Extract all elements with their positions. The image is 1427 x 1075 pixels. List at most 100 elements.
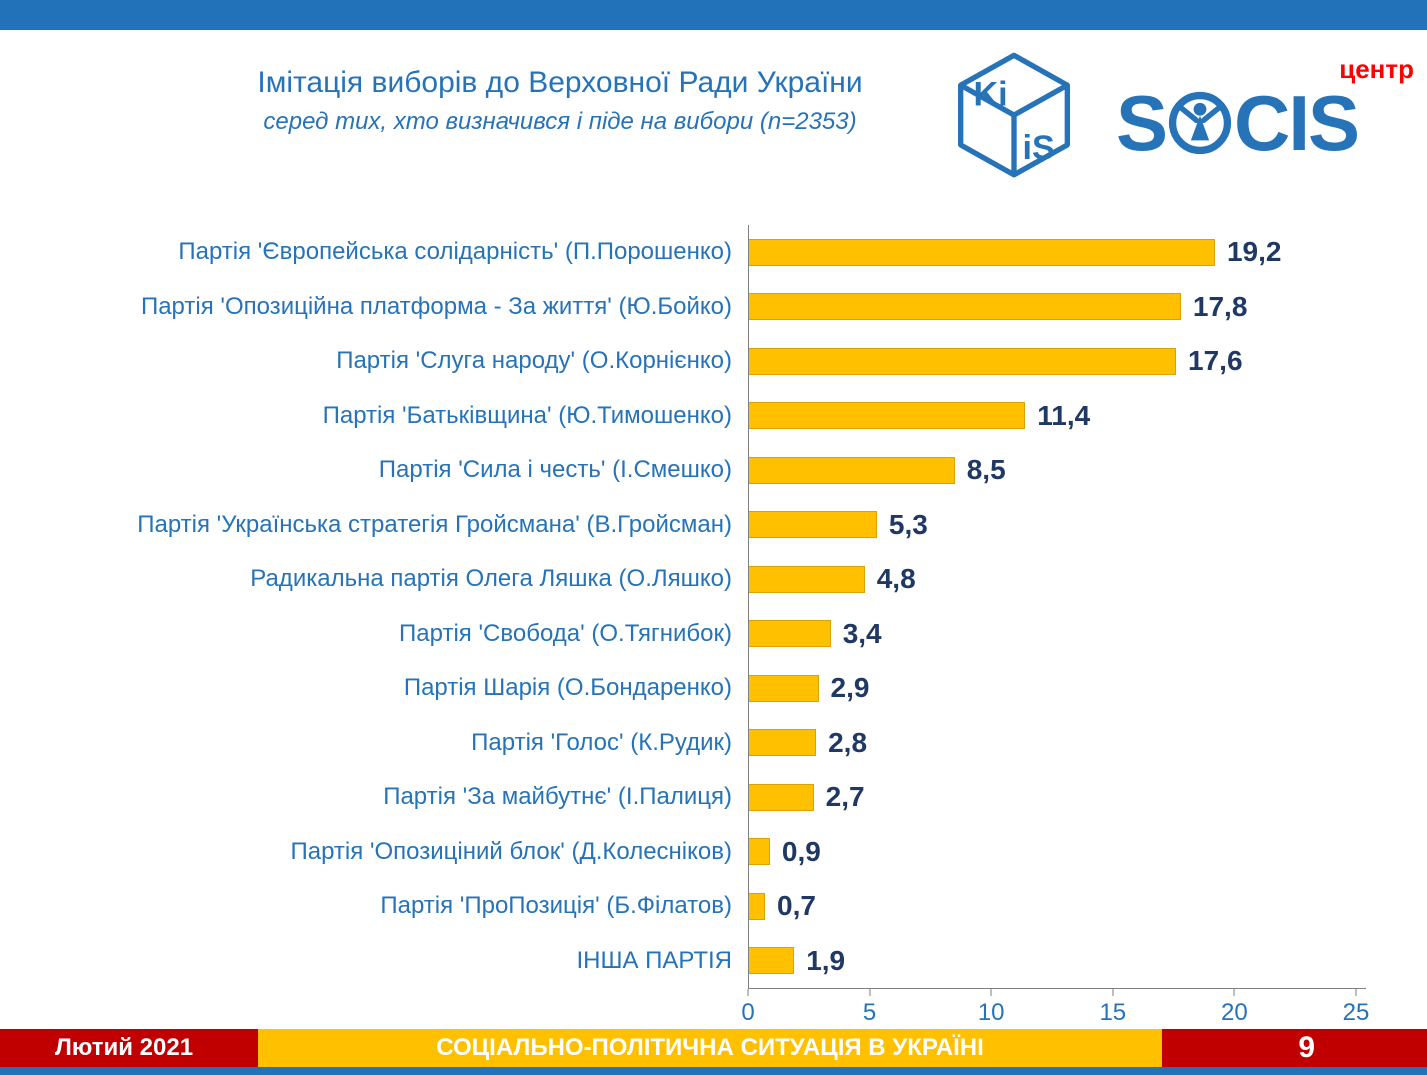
bar-track: 11,4 — [748, 400, 1356, 432]
value-label: 17,6 — [1188, 345, 1243, 377]
chart-row: Партія 'ПроПозиція' (Б.Філатов) 0,7 — [30, 879, 1397, 934]
chart-row: Партія 'Свобода' (О.Тягнибок) 3,4 — [30, 607, 1397, 662]
person-icon — [1168, 91, 1232, 155]
x-tick-mark — [990, 989, 992, 996]
bar-track: 0,7 — [748, 890, 1356, 922]
page-subtitle: серед тих, хто визначився і піде на вибо… — [263, 108, 857, 135]
chart-row: Партія 'Українська стратегія Гройсмана' … — [30, 498, 1397, 553]
kiis-cube-icon: Ki iS — [958, 52, 1070, 178]
chart-row: Радикальна партія Олега Ляшка (О.Ляшко) 4… — [30, 552, 1397, 607]
x-tick-mark — [747, 989, 749, 996]
value-label: 19,2 — [1226, 236, 1282, 268]
chart-row: ІНША ПАРТІЯ 1,9 — [30, 934, 1397, 989]
kiis-front-text: iS — [1023, 129, 1055, 167]
chart-row: Партія Шарія (О.Бондаренко) 2,9 — [30, 661, 1397, 716]
bar — [748, 892, 766, 920]
bar-track: 0,9 — [748, 836, 1356, 868]
x-tick-label: 5 — [862, 999, 877, 1026]
value-label: 17,8 — [1192, 290, 1248, 322]
chart-row: Партія 'Голос' (К.Рудик) 2,8 — [30, 716, 1397, 771]
category-label: Партія 'Голос' (К.Рудик) — [471, 728, 732, 756]
chart-row: Партія 'Сила і честь' (І.Смешко) 8,5 — [30, 443, 1397, 498]
bar-track: 5,3 — [748, 509, 1356, 541]
socis-letter-s: S — [1116, 79, 1168, 167]
chart-rows: Партія 'Європейська солідарність' (П.Пор… — [30, 225, 1397, 988]
bar-track: 1,9 — [748, 945, 1356, 977]
x-tick-mark — [869, 989, 871, 996]
value-label: 2,8 — [828, 726, 868, 758]
bar — [748, 783, 814, 811]
chart-header: Імітація виборів до Верховної Ради Украї… — [150, 66, 970, 136]
bar — [748, 947, 795, 975]
footer-title: СОЦІАЛЬНО-ПОЛІТИЧНА СИТУАЦІЯ В УКРАЇНІ — [436, 1034, 984, 1061]
value-label: 0,9 — [781, 835, 821, 867]
chart-row: Партія 'Опозиціний блок' (Д.Колесніков) 0… — [30, 825, 1397, 880]
category-label: Партія 'Батьківщина' (Ю.Тимошенко) — [322, 401, 732, 429]
value-label: 0,7 — [777, 890, 816, 922]
x-tick-label: 15 — [1099, 999, 1127, 1026]
category-label: Партія 'Європейська солідарність' (П.Пор… — [178, 238, 732, 266]
category-label: Партія 'ПроПозиція' (Б.Філатов) — [380, 892, 732, 920]
top-accent-bar — [0, 0, 1427, 30]
socis-centre-label: центр — [1339, 54, 1414, 84]
bar — [748, 511, 877, 539]
chart-row: Партія 'За майбутнє' (І.Палиця) 2,7 — [30, 770, 1397, 825]
footer-bar: Лютий 2021 СОЦІАЛЬНО-ПОЛІТИЧНА СИТУАЦІЯ … — [0, 1029, 1427, 1067]
bar-track: 17,6 — [748, 345, 1356, 377]
category-label: ІНША ПАРТІЯ — [576, 946, 732, 974]
value-label: 2,9 — [830, 672, 870, 704]
bar — [748, 347, 1177, 375]
chart-row: Партія 'Батьківщина' (Ю.Тимошенко) 11,4 — [30, 389, 1397, 444]
bar — [748, 456, 955, 484]
category-label: Партія 'Свобода' (О.Тягнибок) — [399, 619, 732, 647]
category-label: Партія 'Опозиціний блок' (Д.Колесніков) — [290, 837, 732, 865]
bar-track: 2,7 — [748, 781, 1356, 813]
bar-track: 19,2 — [748, 236, 1356, 268]
bar — [748, 293, 1181, 321]
bar-track: 17,8 — [748, 291, 1356, 323]
bar — [748, 620, 831, 648]
x-tick-mark — [1233, 989, 1235, 996]
bar — [748, 238, 1215, 266]
category-label: Партія 'Сила і честь' (І.Смешко) — [378, 456, 732, 484]
category-label: Партія 'Слуга народу' (О.Корнієнко) — [336, 347, 732, 375]
bar-chart: Партія 'Європейська солідарність' (П.Пор… — [30, 225, 1397, 1035]
category-label: Партія 'За майбутнє' (І.Палиця) — [383, 783, 732, 811]
x-tick-mark — [1112, 989, 1114, 996]
footer-title-band: СОЦІАЛЬНО-ПОЛІТИЧНА СИТУАЦІЯ В УКРАЇНІ — [258, 1029, 1162, 1067]
kiis-top-text: Ki — [973, 75, 1007, 113]
value-label: 2,7 — [825, 781, 865, 813]
value-label: 3,4 — [842, 617, 882, 649]
bar-track: 2,8 — [748, 727, 1356, 759]
value-label: 5,3 — [888, 508, 928, 540]
value-label: 8,5 — [966, 454, 1006, 486]
bar — [748, 565, 865, 593]
value-label: 1,9 — [806, 944, 846, 976]
page-number: 9 — [1298, 1031, 1315, 1064]
x-axis-ticks: 0 5 10 15 20 25 — [741, 989, 1369, 1031]
x-tick-label: 0 — [741, 999, 755, 1026]
page-title: Імітація виборів до Верховної Ради Украї… — [257, 66, 863, 99]
category-label: Партія Шарія (О.Бондаренко) — [403, 674, 732, 702]
socis-letters-cis: CIS — [1234, 79, 1360, 167]
bar-track: 3,4 — [748, 618, 1356, 650]
kiis-logo: Ki iS — [950, 50, 1078, 178]
chart-row: Партія 'Слуга народу' (О.Корнієнко) 17,6 — [30, 334, 1397, 389]
x-tick-label: 10 — [977, 999, 1005, 1026]
socis-logo: центр S CIS — [1116, 52, 1416, 170]
bar — [748, 674, 819, 702]
x-tick-label: 20 — [1221, 999, 1248, 1026]
bar — [748, 838, 770, 866]
bar-track: 8,5 — [748, 454, 1356, 486]
category-label: Партія 'Опозиційна платформа - За життя'… — [140, 292, 732, 320]
x-tick-label: 25 — [1342, 999, 1370, 1026]
x-tick-mark — [1355, 989, 1357, 996]
bar — [748, 729, 817, 757]
x-axis-line — [748, 988, 1366, 989]
value-label: 4,8 — [876, 563, 916, 595]
footer-date: Лютий 2021 — [55, 1034, 194, 1061]
value-label: 11,4 — [1037, 399, 1091, 431]
category-label: Партія 'Українська стратегія Гройсмана' … — [137, 510, 732, 538]
bar — [748, 402, 1026, 430]
